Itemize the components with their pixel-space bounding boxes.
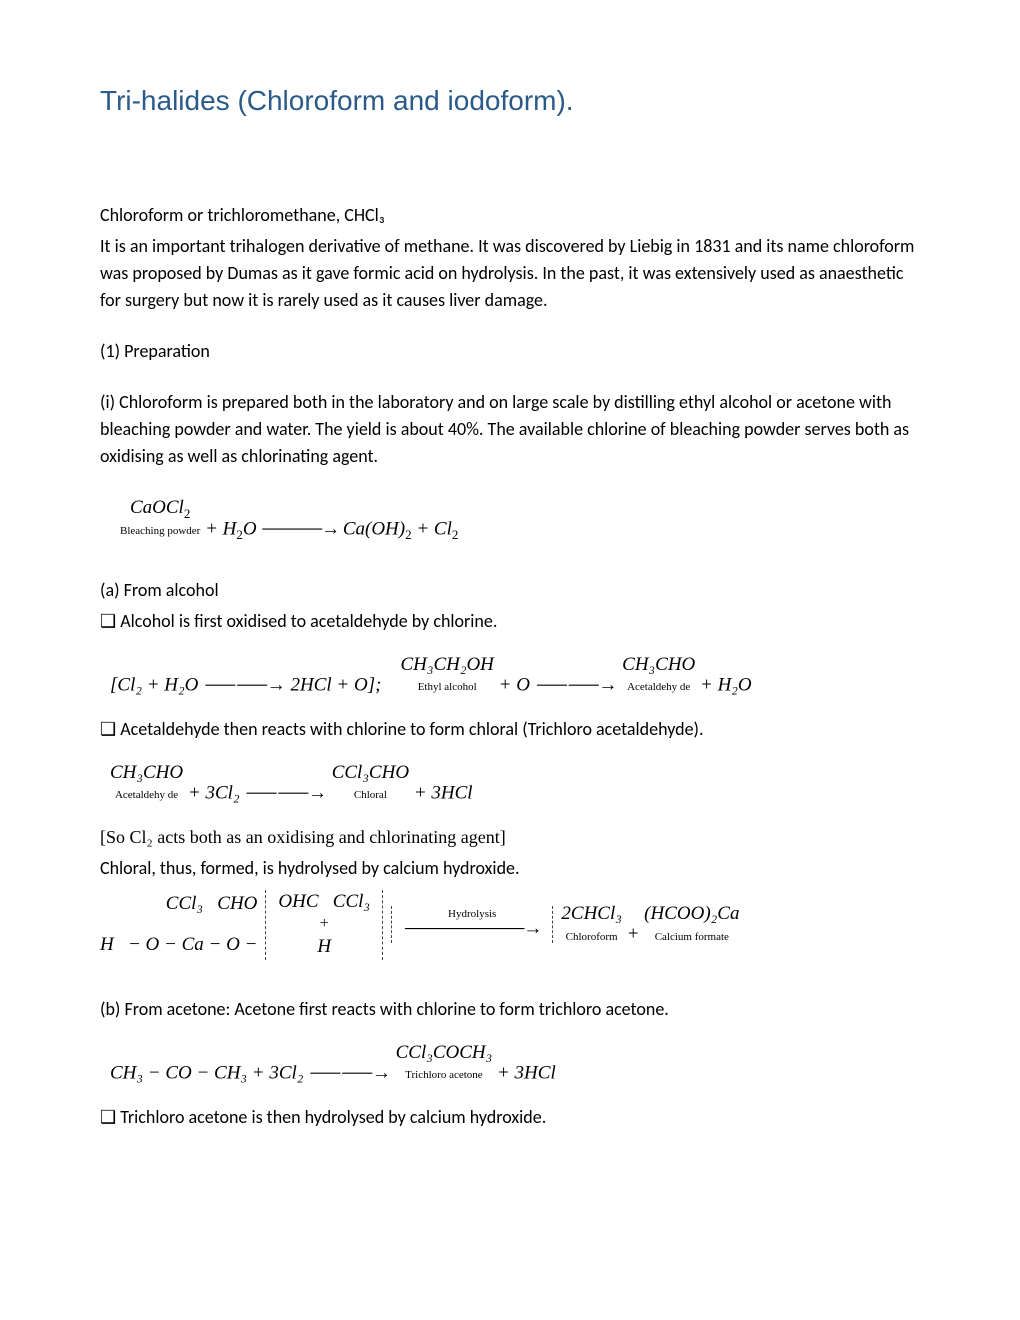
so-cl2-note: [So Cl₂ acts both as an oxidising and ch…	[100, 824, 920, 851]
chloral-hydrolysis-line: Chloral, thus, formed, is hydrolysed by …	[100, 855, 920, 882]
alcohol-bullet-2: Acetaldehyde then reacts with chlorine t…	[100, 716, 920, 743]
alcohol-bullet-1: Alcohol is first oxidised to acetaldehyd…	[100, 608, 920, 635]
from-alcohol-heading: (a) From alcohol	[100, 577, 920, 604]
prep-description: (i) Chloroform is prepared both in the l…	[100, 389, 920, 470]
page-title: Tri-halides (Chloroform and iodoform).	[100, 80, 920, 122]
equation-chloral: CH₃CHO Acetaldehy de + 3Cl₂ ⸺⸺→ CCl₃CHO …	[110, 759, 920, 808]
equation-bleaching-powder: CaOCl2 Bleaching powder + H2O ⸺⸺→ Ca(OH)…	[120, 494, 920, 545]
acetone-bullet: Trichloro acetone is then hydrolysed by …	[100, 1104, 920, 1131]
intro-paragraph: It is an important trihalogen derivative…	[100, 233, 920, 314]
equation-alcohol-oxidation: [Cl₂ + H₂O ⸺⸺→ 2HCl + O]; CH₃CH₂OH Ethyl…	[110, 651, 920, 700]
preparation-heading: (1) Preparation	[100, 338, 920, 365]
equation-hydrolysis: CCl₃ CHO H − O − Ca − O − OHC CCl₃ + H H…	[100, 890, 920, 960]
from-acetone-heading: (b) From acetone: Acetone first reacts w…	[100, 996, 920, 1023]
chloroform-heading: Chloroform or trichloromethane, CHCl₃	[100, 202, 920, 229]
equation-acetone: CH₃ − CO − CH₃ + 3Cl₂ ⸺⸺→ CCl₃COCH₃ Tric…	[110, 1039, 920, 1088]
